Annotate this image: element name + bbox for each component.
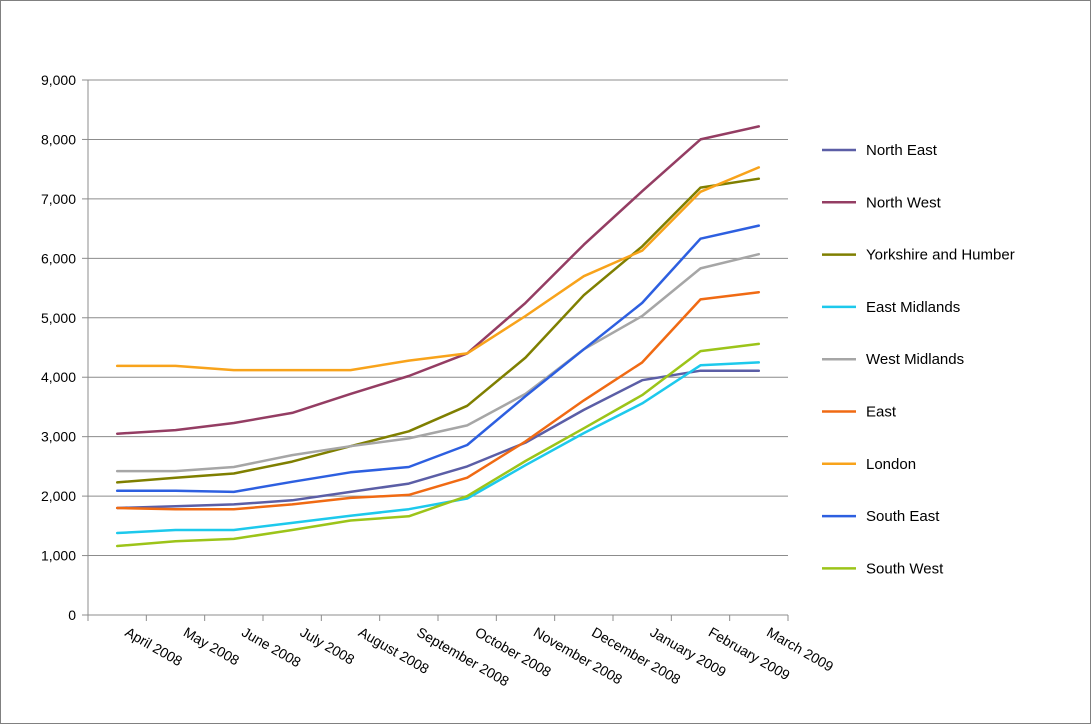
legend-label: South West xyxy=(866,560,944,577)
legend-item: Yorkshire and Humber xyxy=(822,247,1015,264)
legend-item: South West xyxy=(822,560,944,577)
legend-label: East Midlands xyxy=(866,299,960,316)
series-line-north-west xyxy=(115,125,761,435)
series-lines xyxy=(115,125,761,548)
series-line-north-east xyxy=(115,369,761,510)
legend-label: West Midlands xyxy=(866,351,964,368)
y-tick-label: 4,000 xyxy=(41,369,76,385)
y-tick-label: 9,000 xyxy=(41,72,76,88)
gridlines xyxy=(88,79,788,557)
x-tick-label: April 2008 xyxy=(123,624,186,669)
legend-label: Yorkshire and Humber xyxy=(866,247,1015,264)
legend-label: South East xyxy=(866,508,940,525)
series-line-london xyxy=(115,166,761,372)
y-tick-label: 6,000 xyxy=(41,250,76,266)
y-tick-label: 7,000 xyxy=(41,191,76,207)
x-tick-label: June 2008 xyxy=(239,624,304,671)
y-tick-label: 8,000 xyxy=(41,131,76,147)
legend: North East North West Yorkshire and Humber… xyxy=(822,142,1015,577)
legend-item: London xyxy=(822,456,916,473)
legend-item: East Midlands xyxy=(822,299,960,316)
y-tick-label: 0 xyxy=(68,607,76,623)
legend-item: North East xyxy=(822,142,938,159)
legend-item: West Midlands xyxy=(822,351,964,368)
y-tick-label: 1,000 xyxy=(41,548,76,564)
series-line-south-west xyxy=(115,342,761,548)
x-tick-label: May 2008 xyxy=(181,624,242,669)
y-tick-label: 2,000 xyxy=(41,488,76,504)
legend-label: East xyxy=(866,404,897,421)
legend-item: North West xyxy=(822,194,942,211)
legend-item: South East xyxy=(822,508,940,525)
series-line-west-midlands xyxy=(115,252,761,473)
series-line-yorkshire-and-humber xyxy=(115,177,761,484)
y-axis-tick-labels: 0 1,000 2,000 3,000 4,000 5,000 6,000 7,000 8,00… xyxy=(41,72,76,623)
axes xyxy=(82,79,789,621)
series-line-east-midlands xyxy=(115,361,761,535)
x-tick-label: July 2008 xyxy=(298,624,358,668)
legend-label: North East xyxy=(866,142,938,159)
legend-label: London xyxy=(866,456,916,473)
legend-item: East xyxy=(822,404,897,421)
legend-label: North West xyxy=(866,194,942,211)
y-tick-label: 5,000 xyxy=(41,310,76,326)
series-line-south-east xyxy=(115,224,761,494)
series-line-east xyxy=(115,290,761,511)
y-tick-label: 3,000 xyxy=(41,429,76,445)
